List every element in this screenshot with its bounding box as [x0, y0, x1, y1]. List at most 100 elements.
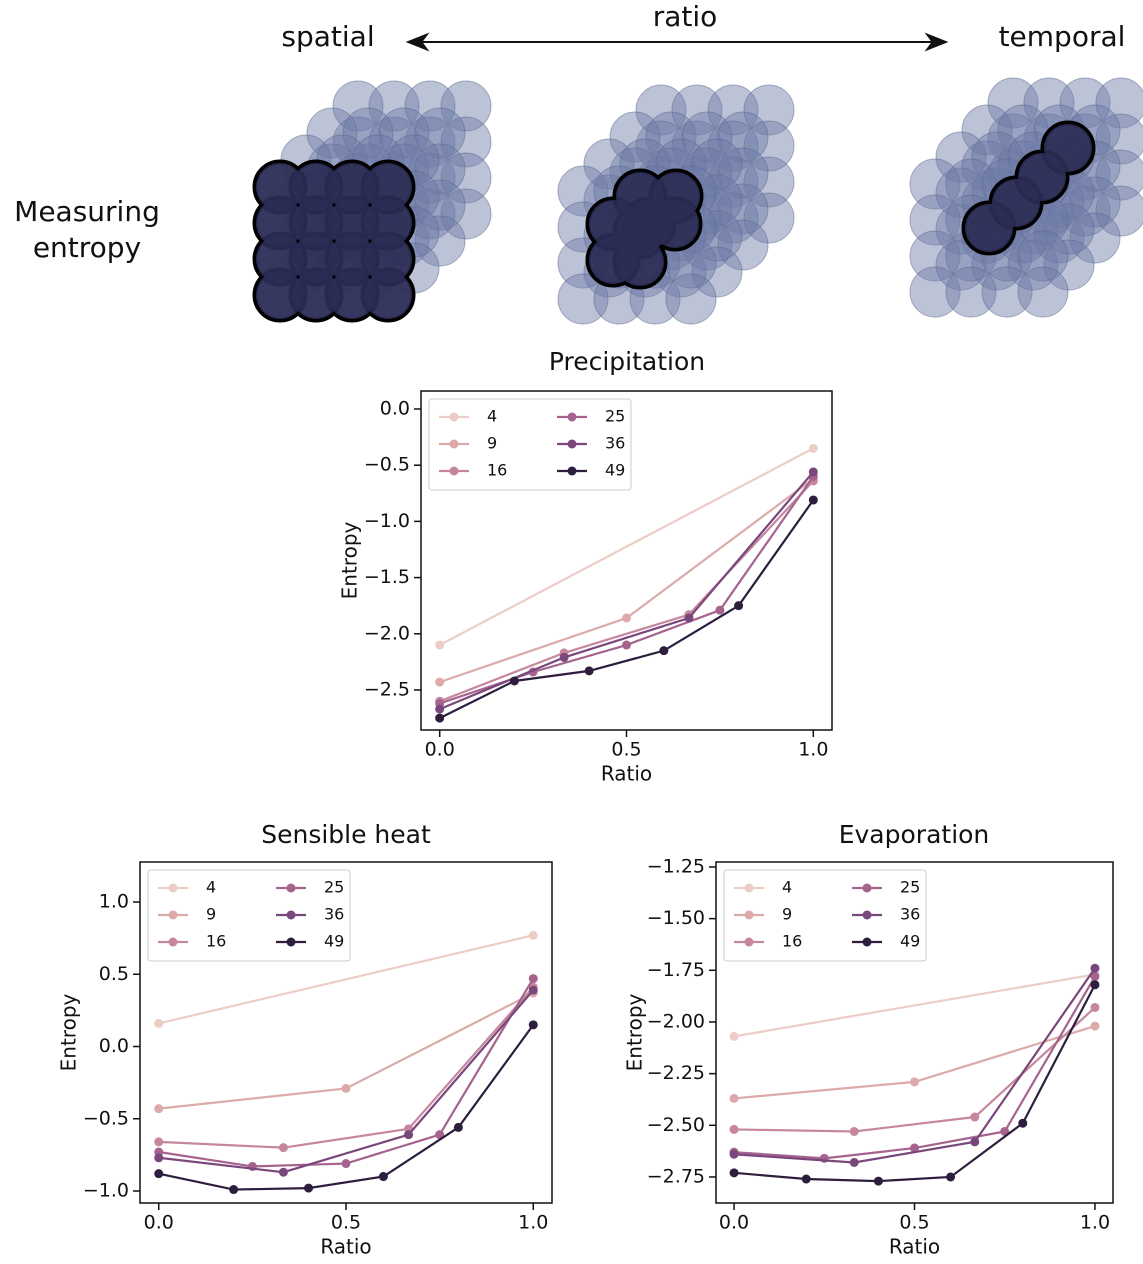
data-point	[729, 1124, 739, 1134]
cell	[945, 266, 997, 318]
row-label: entropy	[33, 231, 141, 264]
legend-label: 4	[206, 878, 216, 897]
legend-box	[723, 869, 927, 962]
cell	[368, 80, 420, 132]
highlight-cell	[292, 199, 340, 247]
y-tick-label: −0.5	[364, 454, 410, 476]
cell	[717, 111, 769, 163]
data-point	[278, 1143, 288, 1153]
x-tick-label: 0.0	[719, 1212, 749, 1234]
y-axis-label: Entropy	[338, 521, 362, 599]
highlight-cell	[364, 235, 412, 283]
highlight-cell	[364, 199, 412, 247]
data-point	[1090, 1002, 1100, 1012]
legend-marker	[286, 883, 296, 893]
legend-box	[428, 398, 632, 491]
data-point	[453, 1122, 463, 1132]
data-point	[154, 1137, 164, 1147]
data-point	[528, 974, 538, 984]
x-tick-label: 0.0	[144, 1212, 174, 1234]
cell	[1095, 77, 1143, 129]
highlight-cell	[328, 163, 376, 211]
legend-label: 36	[324, 905, 344, 924]
legend-marker	[862, 937, 872, 947]
legend-marker	[567, 412, 577, 422]
highlight-cell	[292, 163, 340, 211]
data-point	[910, 1077, 919, 1087]
legend-label: 16	[782, 932, 802, 951]
cell	[909, 266, 961, 318]
cell	[440, 80, 492, 132]
data-point	[808, 495, 818, 505]
circle-cube	[252, 80, 492, 323]
circle-cube	[909, 77, 1143, 318]
highlight-cell	[328, 271, 376, 319]
highlight-cell	[364, 163, 412, 211]
legend-label: 9	[206, 905, 216, 924]
series-line	[733, 984, 1096, 1183]
data-point	[229, 1185, 239, 1195]
legend-label: 25	[324, 878, 344, 897]
series-line	[734, 1006, 1096, 1133]
data-point	[528, 1020, 538, 1030]
data-point	[304, 1183, 314, 1193]
series-line	[158, 934, 534, 1025]
data-point	[154, 1153, 164, 1163]
legend-marker	[168, 910, 178, 920]
data-point	[341, 1083, 351, 1093]
legend-marker	[567, 466, 577, 476]
highlight-cell	[328, 199, 376, 247]
y-tick-label: −1.50	[647, 907, 705, 929]
data-point	[873, 1176, 883, 1186]
series-line	[439, 480, 815, 703]
legend-marker	[744, 910, 754, 920]
data-point	[801, 1174, 811, 1184]
chart: Sensible heat −1.0 −0.5 0.0 0.5 1.0 0.0 0.5 1.0 R…	[57, 820, 553, 1259]
data-point	[946, 1172, 956, 1182]
y-tick-label: −2.0	[364, 622, 410, 644]
data-point	[808, 443, 818, 453]
y-tick-label: 1.0	[99, 891, 129, 913]
data-point	[684, 613, 694, 623]
legend-marker	[168, 883, 178, 893]
cell	[707, 84, 759, 136]
x-tick-label: 1.0	[1080, 1212, 1110, 1234]
data-point	[154, 1104, 164, 1114]
highlight-cell	[256, 163, 304, 211]
y-tick-label: −2.75	[647, 1165, 705, 1187]
x-axis-label: Ratio	[601, 762, 652, 786]
cell	[971, 131, 1023, 183]
cell	[743, 84, 795, 136]
series-line	[733, 973, 1096, 1038]
y-tick-label: 0.5	[99, 963, 129, 985]
y-axis-label: Entropy	[623, 993, 647, 1071]
data-point	[341, 1159, 351, 1169]
cell	[935, 131, 987, 183]
legend-label: 25	[605, 407, 625, 426]
data-point	[435, 713, 445, 723]
data-point	[1090, 963, 1100, 973]
data-point	[970, 1112, 980, 1122]
legend-marker	[286, 937, 296, 947]
cell	[342, 107, 394, 159]
x-axis-label: Ratio	[320, 1235, 371, 1259]
cell	[909, 194, 961, 246]
cell	[987, 77, 1039, 129]
data-point	[435, 640, 445, 650]
legend-label: 16	[487, 461, 507, 480]
left-label: spatial	[281, 20, 374, 53]
x-tick-label: 0.5	[331, 1212, 361, 1234]
legend-label: 4	[487, 407, 497, 426]
legend-label: 36	[900, 905, 920, 924]
data-point	[970, 1137, 980, 1147]
data-point	[154, 1169, 164, 1179]
highlight-cell	[292, 271, 340, 319]
y-tick-label: −1.25	[647, 855, 705, 877]
data-point	[528, 985, 538, 995]
y-tick-label: −0.5	[83, 1107, 129, 1129]
cell	[332, 80, 384, 132]
data-point	[622, 613, 631, 623]
chart: Evaporation −2.75 −2.50 −2.25 −2.00 −1.75 −1.5…	[623, 820, 1114, 1259]
